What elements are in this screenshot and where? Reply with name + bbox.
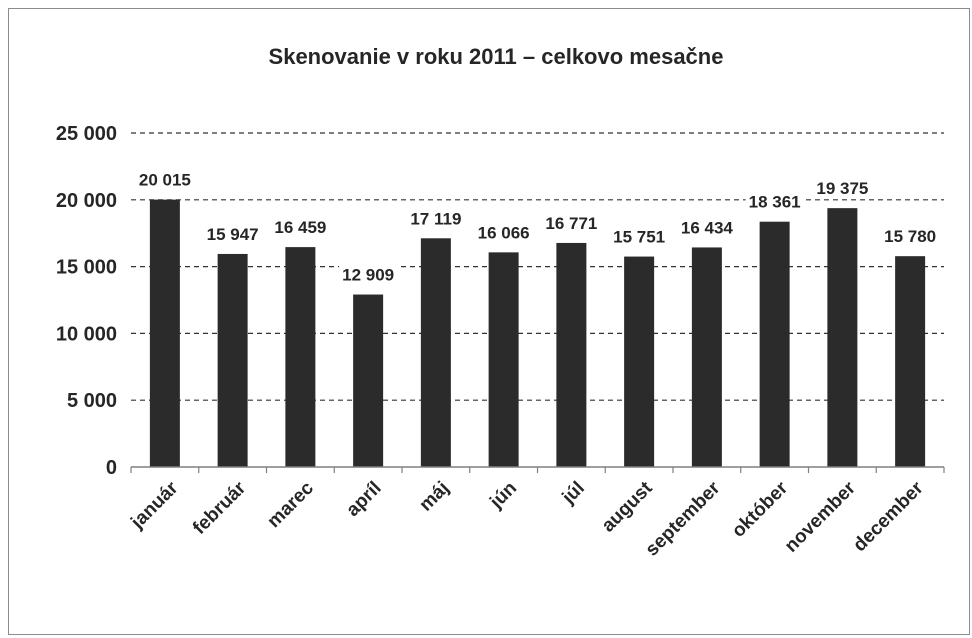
x-tick-label: december bbox=[849, 477, 928, 556]
data-label: 15 780 bbox=[884, 227, 936, 246]
chart-title: Skenovanie v roku 2011 – celkovo mesačne bbox=[269, 44, 724, 69]
x-tick-label: október bbox=[728, 477, 793, 542]
y-tick-label: 10 000 bbox=[56, 323, 117, 345]
data-label: 16 066 bbox=[478, 223, 530, 242]
bar-október bbox=[759, 221, 790, 467]
x-axis: január február marec apríl máj jún júl augustse… bbox=[127, 466, 945, 560]
gridlines bbox=[131, 132, 944, 401]
data-label: 18 361 bbox=[749, 193, 801, 212]
x-tick-label: jún bbox=[485, 478, 521, 514]
bar-december bbox=[895, 256, 926, 467]
data-label-background bbox=[745, 191, 804, 212]
data-label-background bbox=[474, 222, 533, 243]
bar-február bbox=[217, 253, 248, 467]
x-tick-label: apríl bbox=[342, 478, 385, 521]
bar-chart: Skenovanie v roku 2011 – celkovo mesačne… bbox=[56, 44, 945, 560]
bar-január bbox=[149, 199, 180, 467]
x-tick-label: august bbox=[598, 477, 657, 536]
y-tick-label: 20 000 bbox=[56, 190, 117, 212]
data-label-background bbox=[677, 217, 736, 238]
data-label: 15 751 bbox=[613, 228, 665, 247]
x-tick-label: marec bbox=[263, 477, 318, 532]
x-tick-label: február bbox=[189, 477, 251, 539]
data-label: 12 909 bbox=[342, 266, 394, 285]
data-label-background bbox=[135, 169, 194, 190]
y-axis: 0 5 000 10 000 15 000 20 000 25 000 bbox=[56, 123, 117, 479]
x-tick-label: september bbox=[642, 477, 725, 560]
bar-júl bbox=[556, 242, 587, 467]
bar-apríl bbox=[353, 294, 384, 467]
bar-august bbox=[624, 256, 655, 467]
data-label-background bbox=[271, 217, 330, 238]
data-label: 16 459 bbox=[274, 218, 326, 237]
data-label: 16 434 bbox=[681, 218, 734, 237]
y-tick-label: 25 000 bbox=[56, 123, 117, 145]
data-label: 16 771 bbox=[545, 214, 597, 233]
y-tick-label: 0 bbox=[106, 457, 117, 479]
data-label: 20 015 bbox=[139, 171, 191, 190]
bar-september bbox=[691, 247, 722, 467]
bar-november bbox=[827, 208, 858, 467]
data-label-background bbox=[542, 212, 601, 233]
data-labels: 20 015 15 947 16 459 12 909 17 119 16 066 16 7… bbox=[135, 169, 940, 285]
bars bbox=[149, 199, 926, 467]
data-label: 17 119 bbox=[410, 209, 461, 228]
y-tick-label: 15 000 bbox=[56, 257, 117, 279]
x-tick-label: január bbox=[127, 477, 183, 533]
bar-marec bbox=[285, 247, 316, 467]
bar-máj bbox=[420, 238, 451, 467]
data-label-background bbox=[203, 223, 262, 244]
x-tick-label: júl bbox=[558, 478, 589, 509]
data-label-background bbox=[339, 264, 398, 285]
data-label-background bbox=[813, 178, 872, 199]
data-label-background bbox=[881, 226, 940, 247]
data-label-background bbox=[406, 208, 465, 229]
y-tick-label: 5 000 bbox=[67, 390, 117, 412]
data-label: 19 375 bbox=[816, 179, 868, 198]
data-label-background bbox=[610, 226, 669, 247]
bar-jún bbox=[488, 252, 519, 467]
data-label: 15 947 bbox=[207, 225, 259, 244]
x-tick-label: november bbox=[781, 477, 860, 556]
chart-frame: Skenovanie v roku 2011 – celkovo mesačne… bbox=[8, 8, 970, 635]
x-tick-label: máj bbox=[415, 478, 453, 516]
